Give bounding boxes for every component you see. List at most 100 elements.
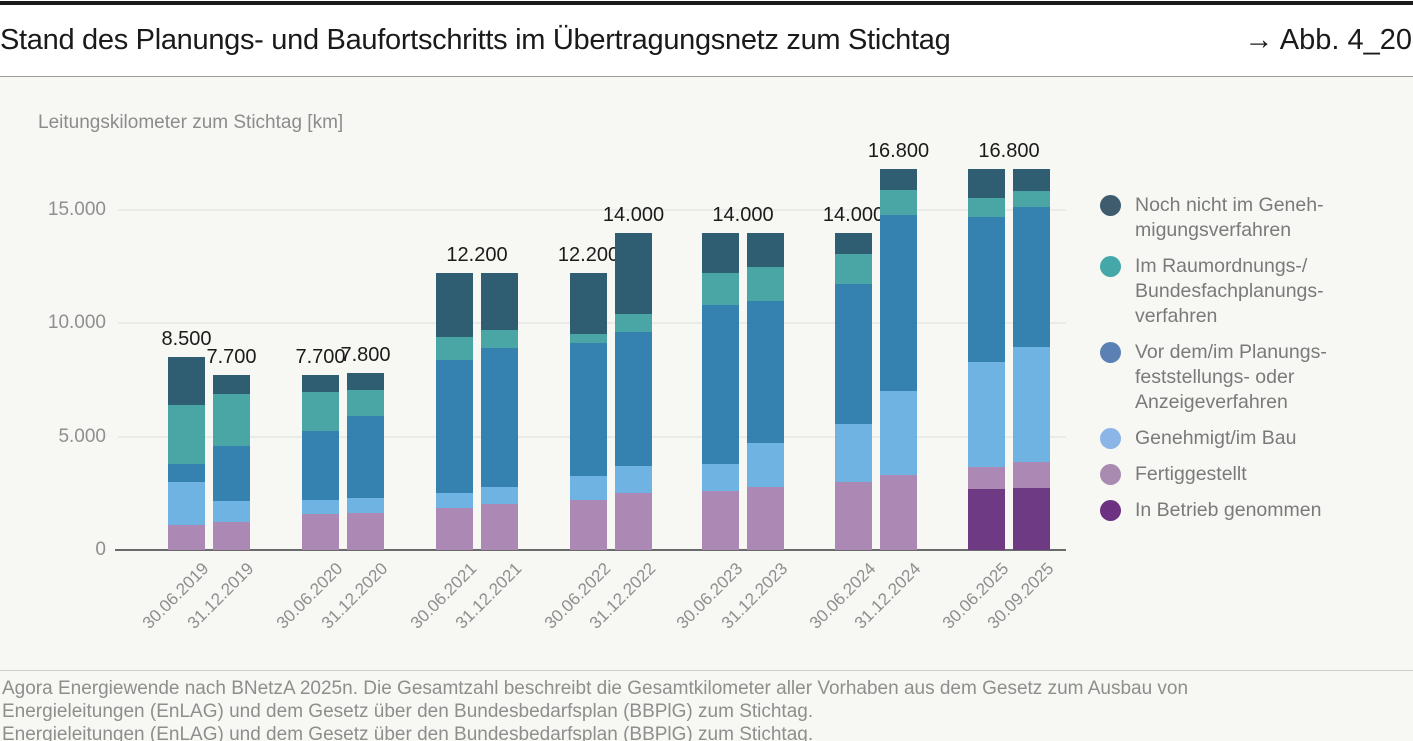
bar-segment (615, 493, 652, 550)
bar-segment (968, 169, 1005, 198)
bar-segment (835, 254, 872, 284)
bar-segment (702, 232, 739, 274)
bar-segment (168, 463, 205, 482)
y-tick-label: 5.000 (58, 425, 106, 447)
bar-segment (347, 416, 384, 498)
bar-segment (168, 525, 205, 550)
bar-segment (968, 216, 1005, 362)
bar-segment (1013, 461, 1050, 488)
bar-segment (880, 189, 917, 215)
bar-total-label: 12.200 (557, 244, 620, 267)
bar-segment (481, 330, 518, 349)
bar-segment (347, 512, 384, 550)
figure-reference: → Abb. 4_20 (1244, 23, 1412, 56)
bar-segment (168, 482, 205, 526)
bar-segment (880, 214, 917, 392)
bar-total-label: 8.500 (161, 328, 212, 351)
legend-item: Genehmigt/im Bau (1100, 426, 1327, 451)
bar-segment (570, 342, 607, 477)
bar-segment (835, 482, 872, 550)
bar-segment (302, 375, 339, 393)
legend-label: Fertiggestellt (1135, 463, 1247, 485)
y-tick-label: 10.000 (47, 312, 106, 334)
source-note-line2: Energieleitungen (EnLAG) und dem Gesetz … (2, 701, 814, 722)
bar-segment (968, 488, 1005, 550)
bar-segment (702, 491, 739, 550)
bar-segment (481, 348, 518, 487)
bar-segment (436, 359, 473, 494)
bar-segment (835, 424, 872, 482)
legend-item: Fertiggestellt (1100, 462, 1327, 487)
bar-segment (968, 197, 1005, 217)
bar-segment (436, 336, 473, 360)
bar-segment (168, 357, 205, 405)
legend-dot-icon (1100, 342, 1121, 363)
bar-segment (213, 375, 250, 394)
legend-item: Im Raumordnungs-/ Bundesfachplanungs- ve… (1100, 254, 1327, 329)
bar-total-label: 7.700 (206, 346, 257, 369)
bar-segment (1013, 206, 1050, 348)
bar-segment (1013, 487, 1050, 550)
bar-segment (747, 266, 784, 301)
bar-segment (213, 501, 250, 522)
bar-segment (302, 500, 339, 514)
legend-dot-icon (1100, 428, 1121, 449)
legend-dot-icon (1100, 464, 1121, 485)
group-total-label: 12.200 (446, 244, 508, 267)
bar-segment (481, 503, 518, 550)
bar-segment (302, 392, 339, 431)
bar-segment (747, 486, 784, 550)
bar-segment (302, 431, 339, 501)
bar-segment (702, 273, 739, 306)
y-axis-title: Leitungskilometer zum Stichtag [km] (38, 112, 344, 133)
legend-label: Im Raumordnungs-/ Bundesfachplanungs- ve… (1135, 255, 1324, 327)
bar-segment (880, 391, 917, 476)
legend-dot-icon (1100, 500, 1121, 521)
bar-total-label: 7.800 (340, 344, 391, 367)
legend-item: In Betrieb genommen (1100, 498, 1327, 523)
bar-segment (213, 445, 250, 502)
group-total-label: 14.000 (712, 203, 774, 226)
bar-segment (968, 467, 1005, 489)
source-note-line3-clipped: Energieleitungen (EnLAG) und dem Gesetz … (2, 724, 814, 741)
x-axis-line (115, 549, 1066, 551)
legend-item: Noch nicht im Geneh- migungsverfahren (1100, 193, 1327, 243)
bar-total-label: 14.000 (602, 203, 665, 226)
bar-segment (570, 273, 607, 334)
bar-segment (213, 393, 250, 446)
header: Stand des Planungs- und Baufortschritts … (0, 5, 1413, 75)
bar-segment (347, 390, 384, 417)
group-total-label: 16.800 (978, 140, 1040, 163)
bar-segment (1013, 347, 1050, 462)
bar-total-label: 14.000 (822, 203, 885, 226)
legend-item: Vor dem/im Planungs- feststellungs- oder… (1100, 340, 1327, 415)
gridline-15000 (118, 209, 1066, 211)
bar-segment (481, 486, 518, 504)
bar-segment (302, 513, 339, 550)
bar-segment (436, 508, 473, 550)
bar-segment (615, 314, 652, 333)
bar-segment (1013, 190, 1050, 207)
legend-dot-icon (1100, 195, 1121, 216)
legend-label: In Betrieb genommen (1135, 499, 1322, 521)
bar-segment (1013, 169, 1050, 191)
legend-label: Noch nicht im Geneh- migungsverfahren (1135, 194, 1324, 241)
bar-segment (747, 443, 784, 487)
bar-segment (880, 475, 917, 550)
bar-segment (347, 497, 384, 513)
header-divider (0, 76, 1413, 77)
bar-segment (436, 493, 473, 509)
source-note-line1: Agora Energiewende nach BNetzA 2025n. Di… (2, 678, 1189, 699)
bar-total-label: 7.700 (295, 346, 346, 369)
bar-segment (570, 500, 607, 550)
footer-divider (0, 670, 1413, 671)
y-tick-label: 0 (95, 539, 106, 560)
bar-segment (835, 283, 872, 425)
legend: Noch nicht im Geneh- migungsverfahren Im … (1100, 193, 1327, 523)
bar-segment (436, 273, 473, 337)
bar-segment (702, 463, 739, 492)
legend-label: Vor dem/im Planungs- feststellungs- oder… (1135, 341, 1327, 413)
legend-dot-icon (1100, 256, 1121, 277)
